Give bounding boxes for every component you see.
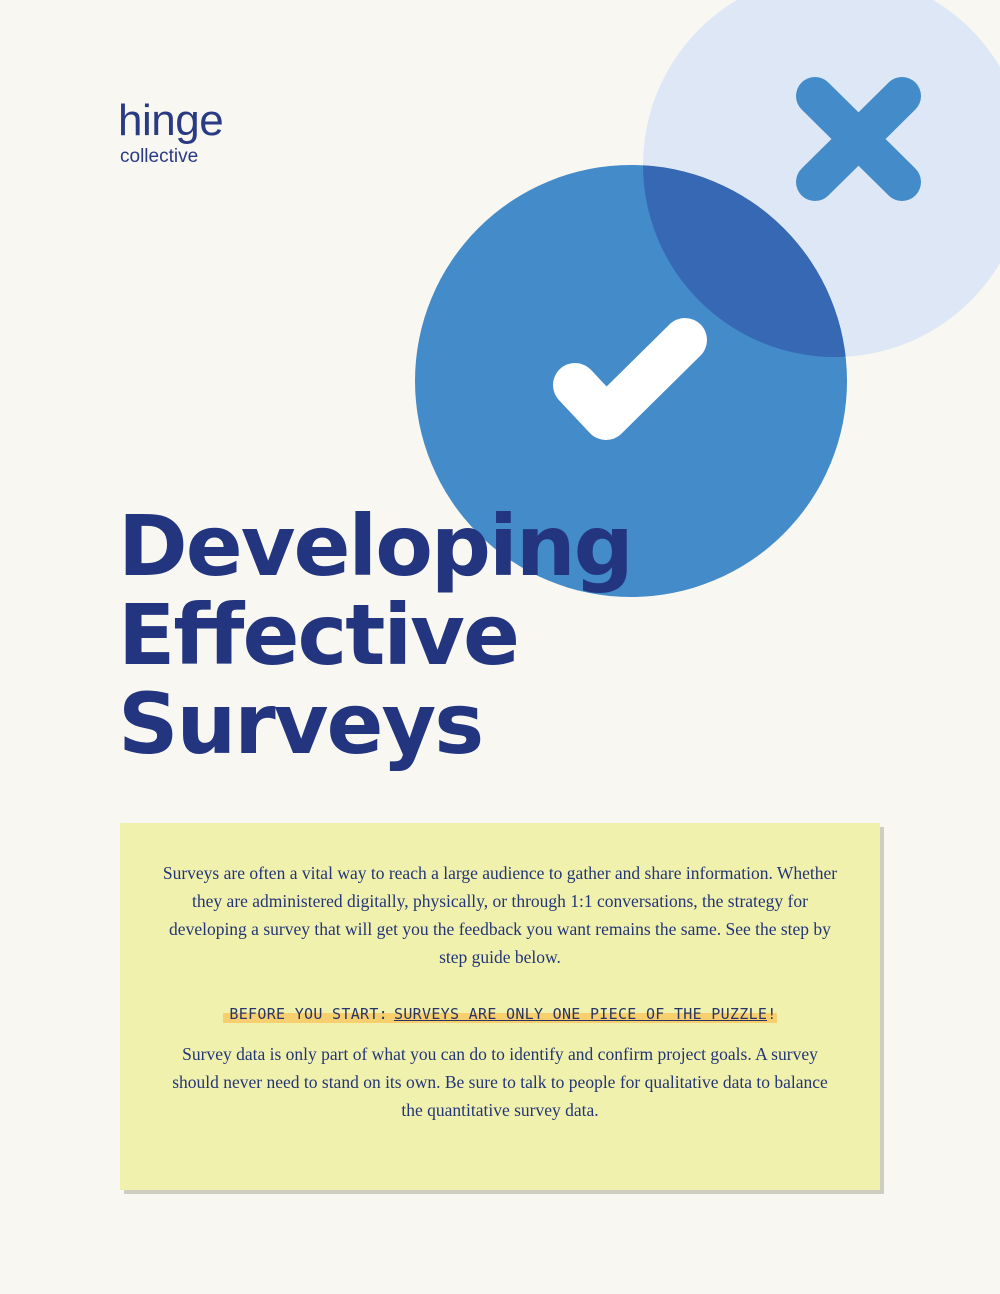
logo-wordmark: hinge xyxy=(118,96,224,145)
title-line-2: Effective xyxy=(118,586,520,684)
intro-paragraph: Surveys are often a vital way to reach a… xyxy=(162,863,838,967)
page-title: Developing Effective Surveys xyxy=(118,497,634,773)
note-paragraph: Survey data is only part of what you can… xyxy=(172,1044,828,1120)
title-line-1: Developing xyxy=(118,497,634,595)
note-label: BEFORE YOU START: xyxy=(223,1005,395,1023)
before-you-start-heading: BEFORE YOU START: SURVEYS ARE ONLY ONE PI… xyxy=(120,1005,880,1023)
checkmark-icon xyxy=(553,318,707,440)
logo-subtitle: collective xyxy=(120,146,199,167)
circle-overlap xyxy=(643,165,847,357)
title-line-3: Surveys xyxy=(118,675,484,773)
intro-callout: Surveys are often a vital way to reach a… xyxy=(120,823,880,1190)
x-mark-icon xyxy=(796,77,921,201)
hero-graphic xyxy=(415,0,1000,597)
note-end: ! xyxy=(767,1005,777,1023)
logo: hinge collective xyxy=(118,96,278,176)
note-emphasis: SURVEYS ARE ONLY ONE PIECE OF THE PUZZLE xyxy=(394,1005,768,1023)
